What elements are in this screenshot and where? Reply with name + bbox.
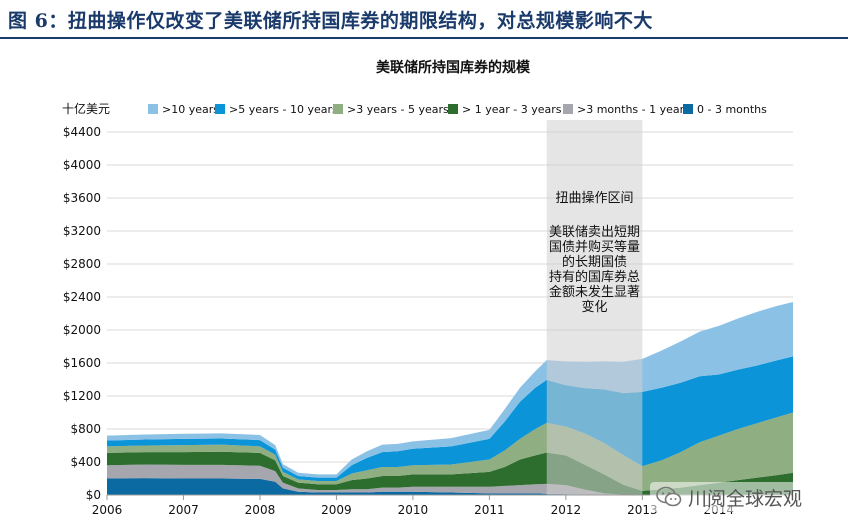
x-tick-label: 2010 [398,503,429,517]
twist-annotation: 扭曲操作区间美联储卖出短期国债并购买等量的长期国债持有的国库券总金额未发生显著变… [549,190,640,315]
legend-label: > 1 year - 3 years [462,103,562,116]
legend-label: >3 years - 5 years [347,103,449,116]
chart-title: 美联储所持国库券的规模 [376,59,531,76]
wechat-icon [656,486,682,507]
header-divider [0,37,848,39]
y-tick-label: $0 [86,488,101,502]
annotation-title: 扭曲操作区间 [556,190,634,206]
y-axis-unit-label: 十亿美元 [62,101,110,116]
legend-swatch [683,104,693,114]
annotation-line: 的长期国债 [562,254,627,270]
treasury-holdings-chart: 美联储所持国库券的规模 十亿美元 >10 years >5 years - 10 … [62,59,793,517]
x-tick-label: 2007 [168,503,199,517]
y-tick-label: $2000 [63,323,101,337]
watermark-text: 川阅全球宏观 [688,487,803,510]
annotation-line: 美联储卖出短期 [549,225,640,240]
figure-title: 图 6：扭曲操作仅改变了美联储所持国库券的期限结构，对总规模影响不大 [8,10,653,32]
y-tick-label: $1200 [63,389,101,403]
legend-swatch [448,104,458,114]
legend-swatch [333,104,343,114]
watermark: 川阅全球宏观 [650,482,809,512]
x-tick-label: 2011 [474,503,505,517]
x-tick-label: 2009 [321,503,352,517]
y-tick-label: $4000 [63,158,101,172]
annotation-line: 金额未发生显著 [549,284,640,300]
twist-shaded-region [546,120,643,495]
y-tick-label: $800 [70,422,101,436]
y-tick-label: $2400 [63,290,101,304]
area-10-years [107,301,793,478]
y-tick-label: $4400 [63,125,101,139]
y-tick-label: $3200 [63,224,101,238]
y-tick-label: $400 [70,455,101,469]
y-tick-label: $1600 [63,356,101,370]
figure-header: 图 6：扭曲操作仅改变了美联储所持国库券的期限结构，对总规模影响不大 [0,0,848,39]
x-tick-label: 2012 [551,503,582,517]
stacked-areas [107,120,793,495]
legend-label: >5 years - 10 years [229,103,338,116]
legend-label: >10 years [162,103,219,116]
legend-swatch [563,104,573,114]
area-3-months-1-year [107,464,793,495]
area-0-3-months [107,478,793,495]
x-tick-label: 2013 [627,503,658,517]
x-tick-label: 2006 [92,503,123,517]
legend-swatch [148,104,158,114]
chart-legend: >10 years >5 years - 10 years >3 years - 5… [148,103,767,116]
legend-label: >3 months - 1 year [577,103,685,116]
annotation-line: 持有的国库券总 [549,269,640,285]
x-tick-label: 2008 [245,503,276,517]
annotation-line: 国债并购买等量 [549,239,640,255]
legend-label: 0 - 3 months [697,103,767,116]
legend-swatch [215,104,225,114]
y-tick-label: $2800 [63,257,101,271]
annotation-line: 变化 [582,299,608,315]
y-tick-label: $3600 [63,191,101,205]
